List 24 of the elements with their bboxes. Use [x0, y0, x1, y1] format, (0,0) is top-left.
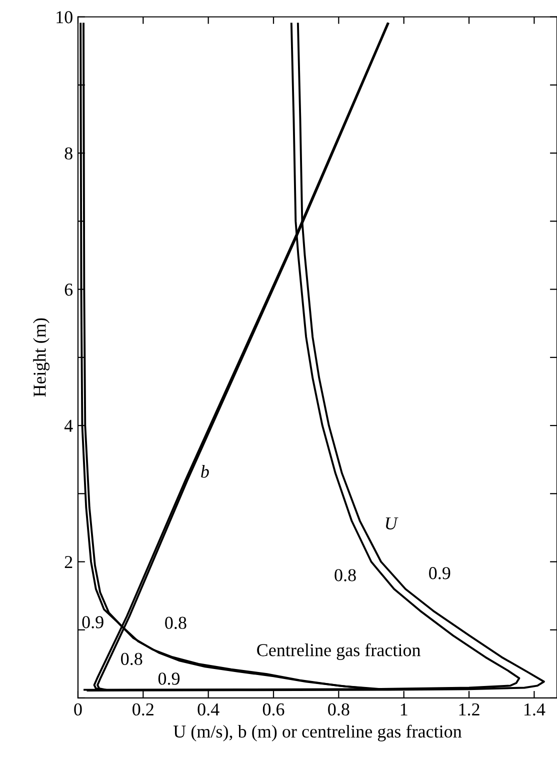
- x-tick-label: 1: [400, 703, 408, 716]
- x-tick-label: 1.4: [524, 703, 546, 716]
- x-tick-label: 0.8: [328, 703, 350, 716]
- y-tick-label: 4: [64, 420, 73, 432]
- y-tick-label: 10: [56, 11, 72, 24]
- annotation: U: [386, 517, 398, 530]
- x-tick-label: 0.6: [262, 703, 284, 716]
- y-tick-label: 6: [64, 284, 73, 296]
- annotation: 0.9: [82, 616, 104, 628]
- annotation: Centreline gas fraction: [257, 643, 421, 660]
- x-tick-label: 0: [74, 703, 82, 716]
- annotation: 0.8: [121, 652, 142, 666]
- annotation: 0.9: [429, 567, 450, 580]
- annotation: 0.8: [165, 616, 186, 630]
- x-tick-label: 0.4: [198, 703, 220, 716]
- y-tick-label: 8: [64, 147, 72, 160]
- x-axis-title: U (m/s), b (m) or centreline gas fraction: [173, 724, 462, 742]
- y-axis-title: Height (m): [33, 318, 50, 397]
- x-tick-label: 0.2: [132, 703, 154, 716]
- annotation: 0.9: [158, 672, 180, 685]
- x-tick-label: 1.2: [459, 703, 480, 716]
- annotation: 0.8: [334, 569, 356, 582]
- annotation: b: [201, 465, 209, 478]
- y-tick-label: 2: [64, 556, 72, 568]
